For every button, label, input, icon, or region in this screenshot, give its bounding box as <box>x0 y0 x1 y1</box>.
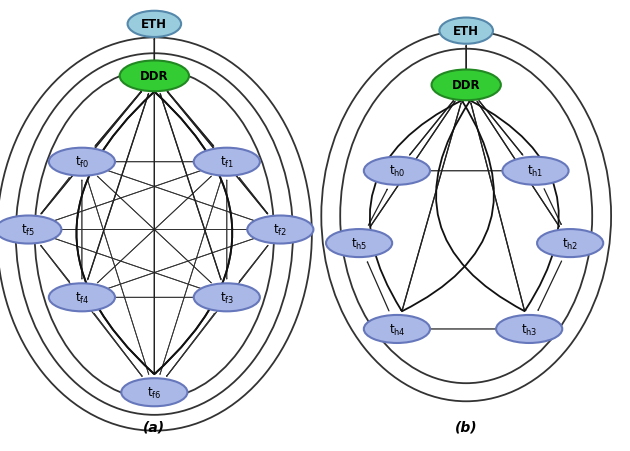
Text: $\mathrm{t_{f6}}$: $\mathrm{t_{f6}}$ <box>147 385 161 400</box>
Ellipse shape <box>326 230 392 258</box>
Ellipse shape <box>503 157 569 185</box>
Ellipse shape <box>537 230 604 258</box>
Ellipse shape <box>496 315 562 343</box>
Text: $\mathrm{t_{h3}}$: $\mathrm{t_{h3}}$ <box>521 322 537 337</box>
Text: (b): (b) <box>455 419 478 433</box>
Ellipse shape <box>440 18 493 45</box>
Text: ETH: ETH <box>141 18 168 31</box>
Ellipse shape <box>120 61 189 92</box>
Text: $\mathrm{t_{f2}}$: $\mathrm{t_{f2}}$ <box>273 222 287 238</box>
Ellipse shape <box>364 315 430 343</box>
Text: $\mathrm{t_{h1}}$: $\mathrm{t_{h1}}$ <box>527 164 544 179</box>
Ellipse shape <box>432 70 501 101</box>
Text: $\mathrm{t_{f4}}$: $\mathrm{t_{f4}}$ <box>75 290 89 305</box>
Ellipse shape <box>0 216 62 244</box>
Ellipse shape <box>49 148 115 176</box>
Ellipse shape <box>49 284 115 312</box>
Ellipse shape <box>248 216 314 244</box>
Ellipse shape <box>364 157 430 185</box>
Text: $\mathrm{t_{f3}}$: $\mathrm{t_{f3}}$ <box>220 290 234 305</box>
Ellipse shape <box>194 284 260 312</box>
Ellipse shape <box>194 148 260 176</box>
Text: DDR: DDR <box>452 79 481 92</box>
Text: $\mathrm{t_{h2}}$: $\mathrm{t_{h2}}$ <box>562 236 578 251</box>
Text: $\mathrm{t_{f1}}$: $\mathrm{t_{f1}}$ <box>220 155 234 170</box>
Text: $\mathrm{t_{h0}}$: $\mathrm{t_{h0}}$ <box>389 164 405 179</box>
Text: DDR: DDR <box>140 70 169 83</box>
Text: $\mathrm{t_{h4}}$: $\mathrm{t_{h4}}$ <box>389 322 405 337</box>
Ellipse shape <box>127 12 181 38</box>
Text: ETH: ETH <box>453 25 479 38</box>
Text: (a): (a) <box>143 419 166 433</box>
Text: $\mathrm{t_{h5}}$: $\mathrm{t_{h5}}$ <box>351 236 367 251</box>
Text: $\mathrm{t_{f5}}$: $\mathrm{t_{f5}}$ <box>21 222 35 238</box>
Ellipse shape <box>121 378 188 406</box>
Text: $\mathrm{t_{f0}}$: $\mathrm{t_{f0}}$ <box>75 155 89 170</box>
